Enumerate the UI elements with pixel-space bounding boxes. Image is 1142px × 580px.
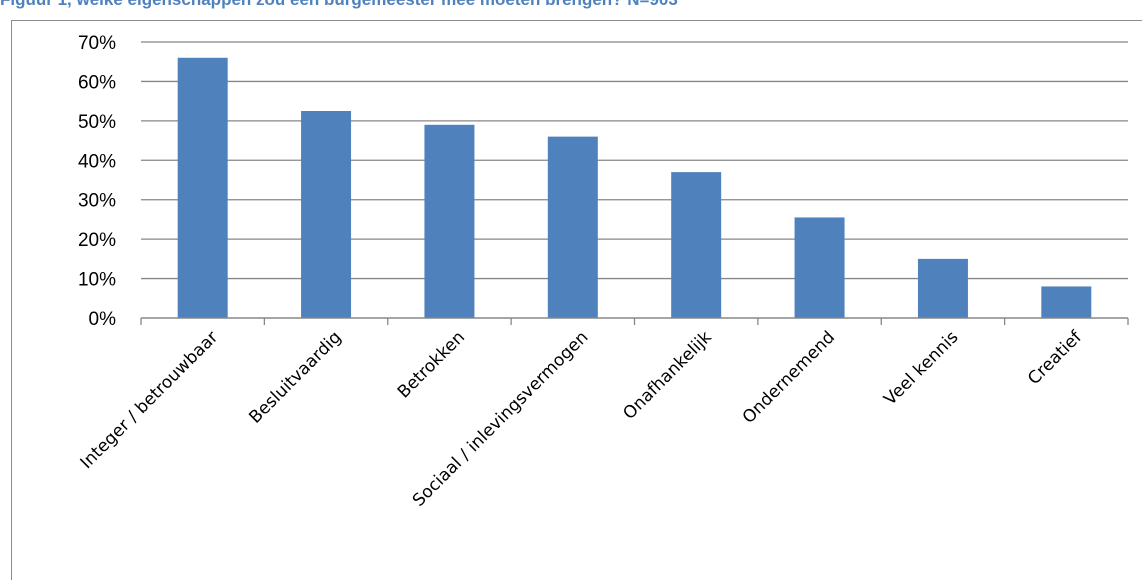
y-tick-label: 70% — [78, 33, 116, 54]
bar-3 — [424, 124, 475, 318]
y-tick-label: 40% — [78, 151, 116, 172]
gridlines — [141, 41, 1128, 280]
x-axis — [140, 317, 1129, 325]
y-tick-label: 0% — [89, 309, 117, 330]
x-category-label: Ondernemend — [739, 327, 839, 427]
x-category-label: Integer / betrouwbaar — [77, 327, 223, 473]
bar-8 — [1041, 286, 1092, 318]
y-tick-label: 60% — [78, 72, 116, 93]
bar-7 — [917, 258, 968, 318]
bar-6 — [794, 217, 845, 318]
y-tick-label: 10% — [78, 270, 116, 291]
x-category-label: Veel kennis — [880, 327, 962, 409]
x-category-label: Betrokken — [394, 327, 469, 402]
bar-2 — [301, 111, 352, 318]
x-category-label: Creatief — [1024, 327, 1086, 389]
x-category-label: Besluitvaardig — [245, 327, 345, 427]
y-tick-label: 20% — [78, 230, 116, 251]
bar-4 — [547, 136, 598, 318]
y-tick-label: 50% — [78, 112, 116, 133]
figure-title: Figuur 1, welke eigenschappen zou een bu… — [0, 0, 1142, 11]
bars — [177, 57, 1092, 319]
x-axis-category-labels: Integer / betrouwbaar Besluitvaardig Betro… — [77, 327, 1087, 511]
x-category-label: Onafhankelijk — [619, 327, 715, 423]
y-tick-label: 30% — [78, 191, 116, 212]
bar-1 — [177, 57, 228, 319]
bar-5 — [671, 172, 722, 318]
y-axis-tick-labels: 0% 10% 20% 30% 40% 50% 60% 70% — [78, 33, 116, 330]
